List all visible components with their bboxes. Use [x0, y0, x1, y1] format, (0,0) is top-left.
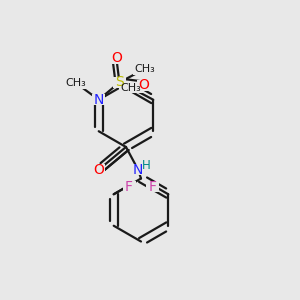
FancyBboxPatch shape — [119, 82, 142, 93]
FancyBboxPatch shape — [146, 181, 159, 193]
Text: F: F — [149, 180, 157, 194]
Text: F: F — [125, 180, 133, 194]
FancyBboxPatch shape — [64, 77, 88, 89]
Text: O: O — [94, 163, 104, 176]
Text: N: N — [94, 93, 104, 107]
Text: CH₃: CH₃ — [120, 83, 141, 93]
Text: CH₃: CH₃ — [134, 64, 155, 74]
FancyBboxPatch shape — [113, 77, 126, 88]
FancyBboxPatch shape — [131, 164, 145, 175]
Text: O: O — [111, 51, 122, 65]
FancyBboxPatch shape — [137, 80, 150, 91]
Text: S: S — [115, 75, 124, 89]
FancyBboxPatch shape — [92, 94, 105, 106]
FancyBboxPatch shape — [110, 53, 123, 64]
FancyBboxPatch shape — [92, 164, 105, 175]
FancyBboxPatch shape — [133, 63, 157, 75]
Text: N: N — [133, 163, 143, 176]
Text: CH₃: CH₃ — [66, 78, 87, 88]
FancyBboxPatch shape — [123, 181, 136, 193]
Text: H: H — [142, 159, 151, 172]
Text: O: O — [138, 78, 149, 92]
